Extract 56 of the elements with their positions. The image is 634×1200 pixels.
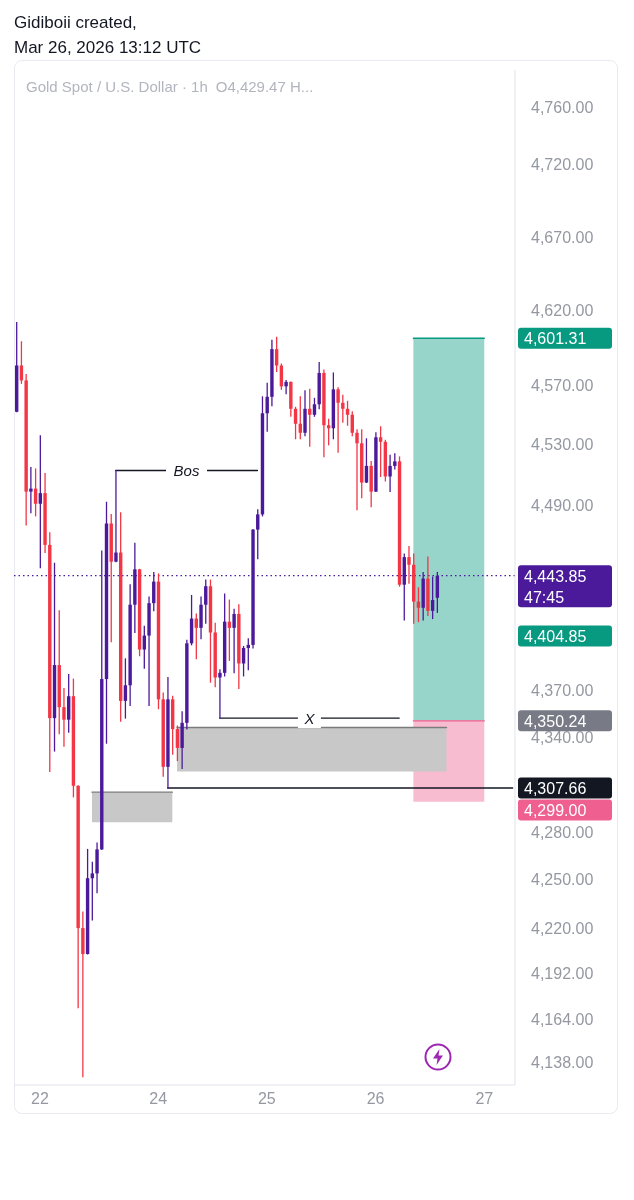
candlestick <box>232 608 236 674</box>
y-tick-label: 4,530.00 <box>531 436 594 454</box>
text: 4,299.00 <box>524 801 587 819</box>
candlestick <box>378 425 383 478</box>
candlestick <box>90 861 95 922</box>
y-tick-label: 4,370.00 <box>531 681 594 699</box>
x-tick-label: 24 <box>149 1090 168 1108</box>
text: 4,404.85 <box>524 627 587 645</box>
x-tick-label: 22 <box>31 1090 49 1108</box>
candlestick <box>326 418 331 446</box>
x-tick-label: 25 <box>257 1090 276 1108</box>
text: O4,429.47 H... <box>215 78 314 95</box>
candlestick <box>204 578 208 625</box>
text: 4,601.31 <box>524 329 587 347</box>
x-tick-label: 27 <box>475 1090 494 1108</box>
candlestick <box>218 668 222 720</box>
candlestick <box>199 595 203 640</box>
x-tick-label: 26 <box>366 1090 385 1108</box>
y-tick-label: 4,620.00 <box>531 302 594 320</box>
candlestick <box>355 428 359 511</box>
text: Mar 26, 2026 13:12 UTC <box>14 37 202 59</box>
y-tick-label: 4,280.00 <box>531 823 594 841</box>
text: 4,307.66 <box>524 779 587 797</box>
candlestick <box>303 389 307 437</box>
text: Gidiboii created, <box>14 12 138 34</box>
y-tick-label: 4,570.00 <box>531 376 594 394</box>
candlestick <box>312 397 317 418</box>
ref-line-label: 4,443.85 47:45 <box>524 567 591 606</box>
y-tick-label: 4,164.00 <box>531 1010 594 1028</box>
y-tick-label: 4,220.00 <box>531 919 594 937</box>
candlestick <box>345 400 350 427</box>
series-label: X <box>303 709 316 727</box>
candlestick <box>336 386 340 454</box>
candlestick <box>66 673 71 734</box>
candlestick <box>308 388 312 448</box>
candlestick <box>38 434 43 569</box>
y-tick-label: 4,250.00 <box>531 871 594 889</box>
candlestick <box>114 469 118 563</box>
candlestick <box>256 508 260 560</box>
text: Gold Spot / U.S. Dollar · 1h <box>26 78 208 95</box>
y-tick-label: 4,138.00 <box>531 1053 594 1071</box>
candlestick <box>388 454 392 493</box>
candlestick <box>95 841 99 894</box>
candlestick <box>29 466 33 515</box>
y-tick-label: 4,340.00 <box>531 728 594 746</box>
y-tick-label: 4,192.00 <box>531 965 594 983</box>
y-tick-label: 4,760.00 <box>531 98 594 116</box>
text: 4,350.24 <box>524 712 587 730</box>
candlestick <box>62 687 66 748</box>
candlestick <box>341 394 345 424</box>
y-tick-label: 4,720.00 <box>531 156 594 174</box>
y-tick-label: 4,670.00 <box>531 228 594 246</box>
candlestick <box>407 545 411 585</box>
candlestick <box>123 657 128 720</box>
candlestick <box>284 379 288 395</box>
y-tick-label: 4,490.00 <box>531 496 594 514</box>
